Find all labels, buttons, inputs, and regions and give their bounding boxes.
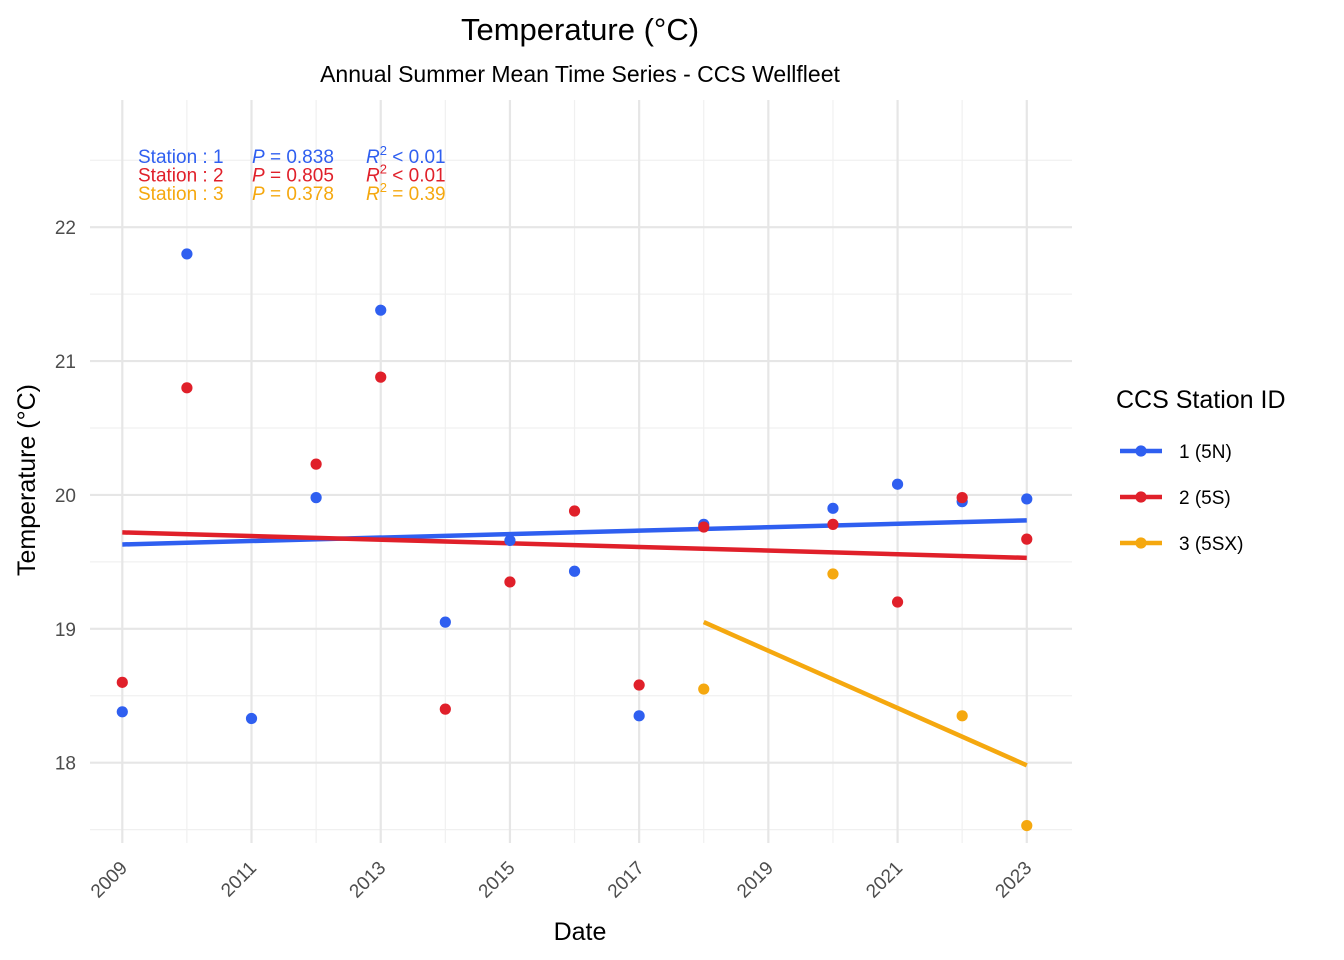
- legend-label: 2 (5S): [1179, 488, 1231, 509]
- data-point: [181, 248, 193, 260]
- data-point: [245, 712, 258, 725]
- data-point: [698, 521, 710, 533]
- x-axis-title: Date: [554, 918, 607, 946]
- data-point: [439, 616, 451, 628]
- legend-key-point: [1135, 537, 1147, 549]
- data-point: [1021, 819, 1033, 832]
- data-point: [827, 568, 839, 580]
- data-point: [439, 703, 451, 715]
- x-tick-label: 2011: [217, 858, 261, 902]
- y-axis-title: Temperature (°C): [13, 384, 41, 576]
- data-point: [891, 478, 904, 490]
- x-tick-label: 2015: [475, 858, 520, 903]
- chart-subtitle: Annual Summer Mean Time Series - CCS Wel…: [320, 61, 840, 87]
- data-point: [956, 710, 968, 722]
- y-tick-label: 22: [55, 218, 76, 239]
- data-point: [568, 505, 581, 517]
- data-point: [375, 304, 387, 316]
- legend-key-point: [1135, 491, 1147, 503]
- data-point: [310, 458, 322, 470]
- grid: [90, 100, 1072, 843]
- y-tick-label: 20: [55, 486, 76, 507]
- data-point: [827, 518, 839, 530]
- data-points: [116, 248, 1033, 832]
- data-point: [633, 710, 645, 722]
- x-tick-label: 2009: [87, 858, 132, 903]
- x-tick-label: 2017: [604, 858, 649, 903]
- data-point: [827, 502, 839, 514]
- trend-line: [122, 530, 1027, 561]
- y-tick-label: 18: [55, 754, 76, 775]
- legend-title: CCS Station ID: [1116, 386, 1286, 414]
- x-tick-label: 2013: [346, 858, 391, 903]
- data-point: [310, 492, 322, 504]
- data-point: [116, 676, 128, 688]
- data-point: [633, 679, 645, 691]
- data-point: [698, 683, 710, 695]
- data-point: [181, 382, 193, 394]
- y-tick-label: 19: [55, 620, 76, 641]
- data-point: [375, 371, 387, 383]
- legend-label: 3 (5SX): [1179, 534, 1243, 555]
- x-tick-label: 2021: [862, 858, 907, 903]
- legend-key-point: [1135, 445, 1147, 457]
- x-tick-label: 2019: [733, 858, 778, 903]
- data-point: [504, 576, 516, 588]
- trend-line: [702, 620, 1028, 768]
- trend-lines: [122, 518, 1028, 768]
- trend-line: [122, 518, 1027, 547]
- data-point: [504, 534, 516, 547]
- data-point: [1021, 533, 1033, 545]
- data-point: [1021, 493, 1033, 505]
- legend: CCS Station ID 1 (5N) 2 (5S) 3 (5SX): [1116, 386, 1286, 555]
- y-tick-label: 21: [55, 352, 76, 373]
- x-tick-label: 2023: [992, 858, 1037, 903]
- data-point: [568, 565, 581, 577]
- data-point: [116, 706, 128, 718]
- data-point: [956, 492, 968, 504]
- data-point: [891, 596, 904, 608]
- legend-label: 1 (5N): [1179, 442, 1232, 463]
- chart-title: Temperature (°C): [461, 12, 699, 47]
